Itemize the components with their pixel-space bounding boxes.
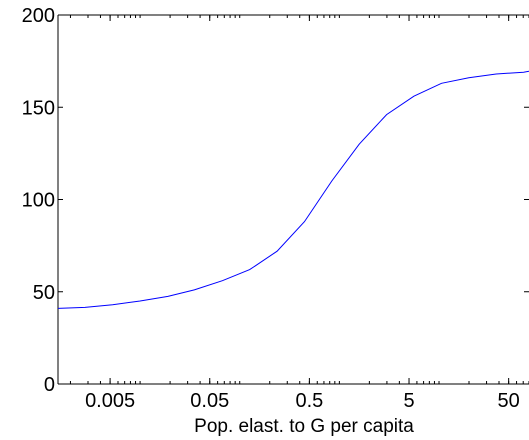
x-tick-label: 50 xyxy=(498,390,520,412)
x-tick-label: 5 xyxy=(403,390,414,412)
series-layer xyxy=(57,70,529,309)
x-tick-label: 0.005 xyxy=(85,390,135,412)
y-tick-label: 100 xyxy=(22,190,55,212)
y-tick-label: 200 xyxy=(22,5,55,27)
y-tick-label: 0 xyxy=(44,374,55,396)
x-tick-label: 0.05 xyxy=(190,390,229,412)
y-tick-label: 150 xyxy=(22,97,55,119)
y-axis-ticks: 0 50 100 150 200 xyxy=(22,5,529,396)
y-tick-label: 50 xyxy=(33,282,55,304)
series-line xyxy=(57,70,529,309)
x-axis-ticks: 0.005 0.05 0.5 5 50 xyxy=(69,15,529,412)
axes-frame xyxy=(57,14,529,385)
x-tick-label: 0.5 xyxy=(295,390,323,412)
x-axis-label: Pop. elast. to G per capita xyxy=(194,416,414,437)
